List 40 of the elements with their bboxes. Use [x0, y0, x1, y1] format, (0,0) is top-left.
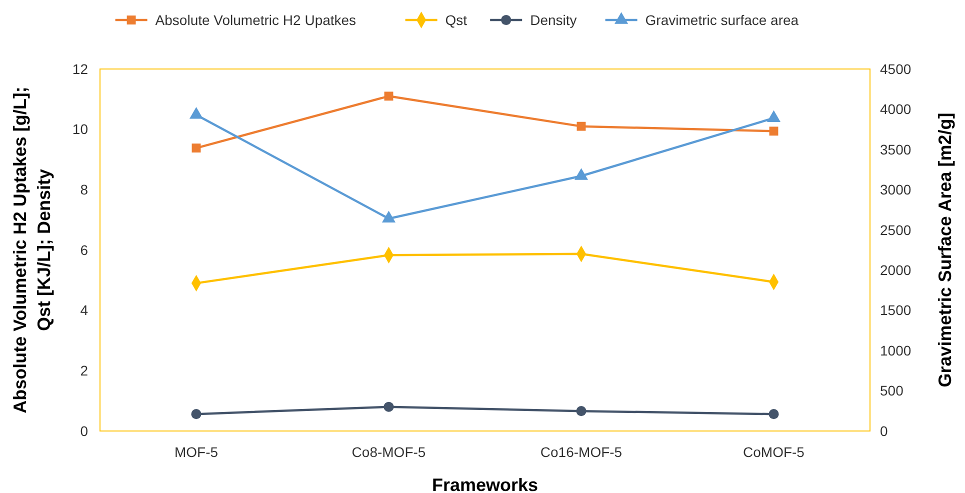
- x-tick-label: Co8-MOF-5: [352, 444, 426, 460]
- x-tick-label: CoMOF-5: [743, 444, 805, 460]
- point: [768, 409, 779, 420]
- legend-label: Absolute Volumetric H2 Upatkes: [155, 12, 356, 28]
- y2-tick-label: 2000: [880, 262, 912, 278]
- y-tick-label: 4: [80, 302, 88, 318]
- legend-label: Qst: [445, 12, 468, 28]
- point: [769, 126, 778, 136]
- point: [382, 210, 396, 223]
- point: [574, 168, 588, 180]
- x-tick-label: Co16-MOF-5: [540, 444, 622, 460]
- y2-tick-label: 1500: [880, 302, 912, 318]
- x-axis-title: Frameworks: [432, 475, 538, 493]
- y-tick-label: 0: [80, 422, 88, 439]
- y-tick-label: 2: [80, 362, 88, 379]
- y2-tick-label: 4000: [880, 101, 912, 118]
- y2-tick-label: 3000: [880, 182, 912, 198]
- y-axis-title: Absolute Volumetric H2 Uptakes [g/L]; Qst [KJ/L]; Density: [10, 86, 54, 414]
- point: [189, 107, 204, 119]
- y2-tick-label: 1000: [880, 342, 912, 358]
- point: [384, 402, 394, 412]
- y2-tick-label: 4500: [880, 60, 912, 77]
- y2-tick-label: 0: [880, 422, 888, 439]
- point: [192, 144, 201, 153]
- y2-axis-title: Gravimetric Surface Area [m2/g]: [935, 112, 955, 388]
- legend-label: Density: [530, 12, 577, 28]
- legend-label: Gravimetric surface area: [645, 12, 799, 28]
- point: [384, 92, 394, 101]
- y-tick-label: 12: [72, 60, 88, 77]
- y-tick-label: 8: [80, 182, 88, 198]
- point: [576, 406, 586, 416]
- point: [191, 409, 202, 420]
- y-tick-label: 6: [80, 242, 88, 258]
- point: [576, 122, 586, 131]
- y2-tick-label: 2500: [880, 222, 912, 238]
- x-tick-label: MOF-5: [174, 444, 218, 460]
- y2-tick-label: 500: [880, 382, 904, 399]
- point: [766, 110, 781, 122]
- y-tick-label: 10: [72, 121, 88, 138]
- y2-tick-label: 3500: [880, 141, 912, 158]
